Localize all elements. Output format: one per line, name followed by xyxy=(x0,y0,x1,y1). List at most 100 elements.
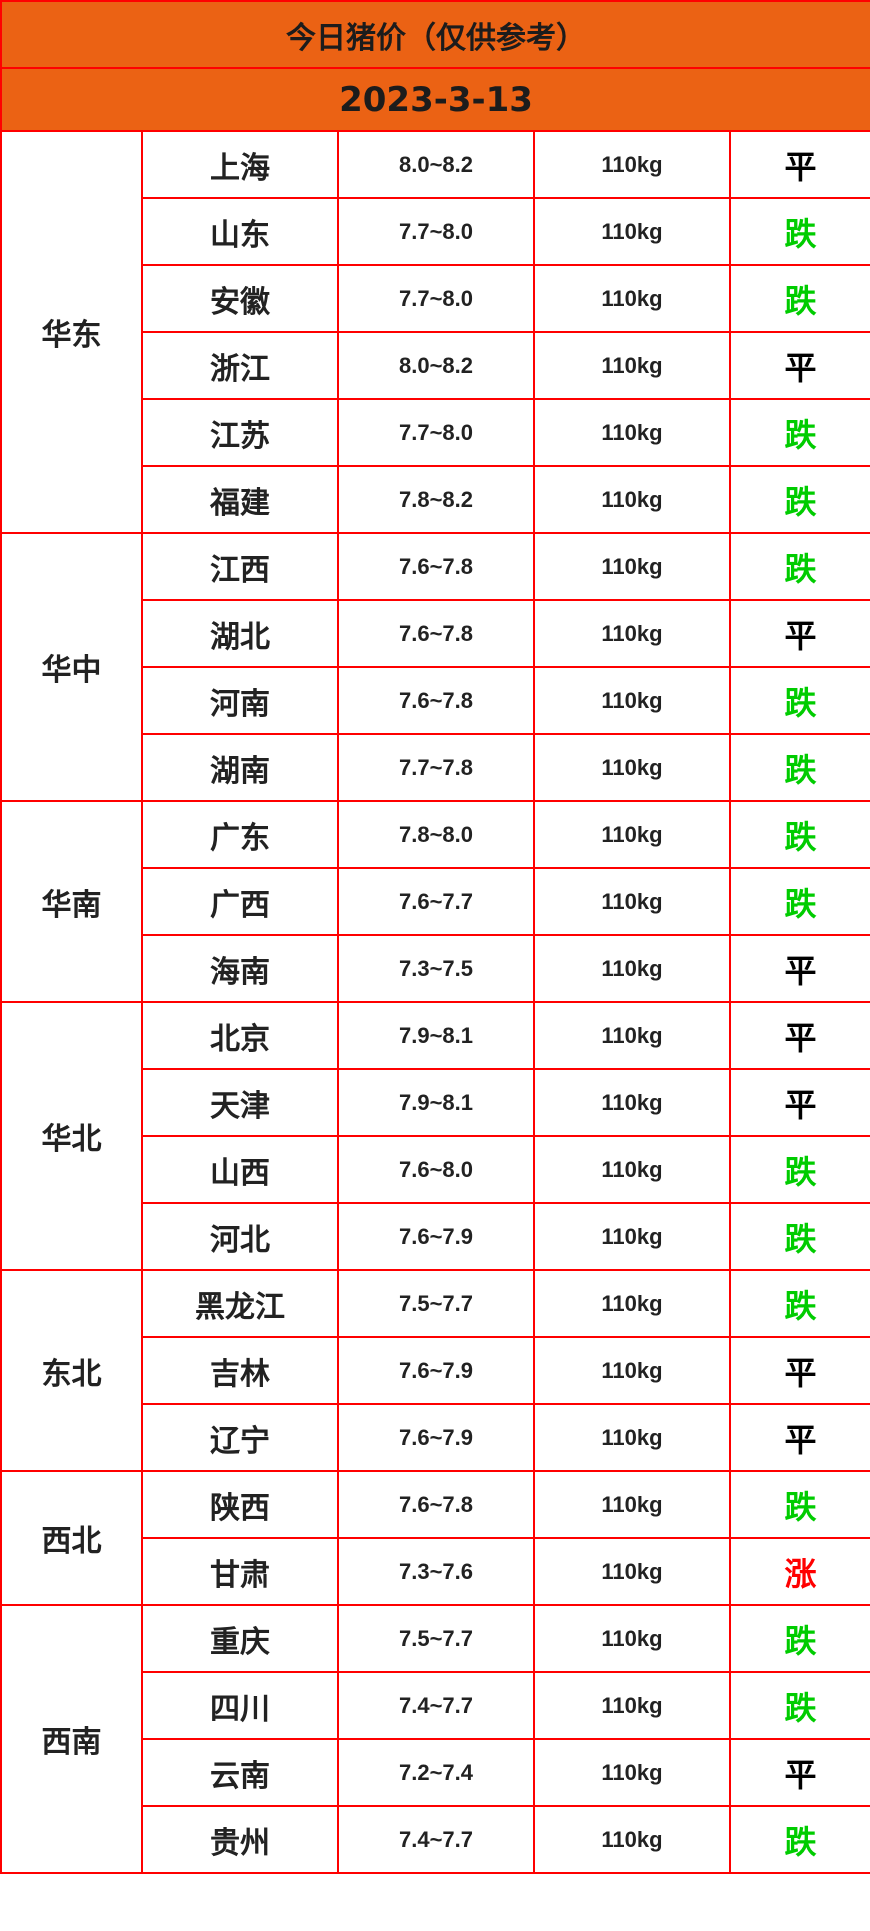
table-row: 湖南 7.7~7.8 110kg 跌 xyxy=(1,733,870,802)
table-row: 江苏 7.7~8.0 110kg 跌 xyxy=(1,398,870,467)
trend-cell: 跌 xyxy=(728,1470,870,1539)
weight-cell: 110kg xyxy=(533,733,731,802)
province-cell: 贵州 xyxy=(141,1805,339,1874)
trend-cell: 平 xyxy=(728,1001,870,1070)
trend-cell: 平 xyxy=(728,934,870,1003)
table-row: 甘肃 7.3~7.6 110kg 涨 xyxy=(1,1537,870,1606)
weight-cell: 110kg xyxy=(533,867,731,936)
province-cell: 陕西 xyxy=(141,1470,339,1539)
price-cell: 7.3~7.6 xyxy=(337,1537,535,1606)
weight-cell: 110kg xyxy=(533,934,731,1003)
table-date: 2023-3-13 xyxy=(0,67,870,132)
trend-cell: 跌 xyxy=(728,264,870,333)
table-row: 吉林 7.6~7.9 110kg 平 xyxy=(1,1336,870,1405)
region-cell: 西南 xyxy=(0,1604,143,1874)
table-row: 四川 7.4~7.7 110kg 跌 xyxy=(1,1671,870,1740)
province-cell: 上海 xyxy=(141,130,339,199)
price-cell: 7.5~7.7 xyxy=(337,1269,535,1338)
province-cell: 湖北 xyxy=(141,599,339,668)
price-cell: 8.0~8.2 xyxy=(337,130,535,199)
weight-cell: 110kg xyxy=(533,1202,731,1271)
price-cell: 7.9~8.1 xyxy=(337,1001,535,1070)
weight-cell: 110kg xyxy=(533,1537,731,1606)
price-cell: 7.3~7.5 xyxy=(337,934,535,1003)
table-row: 山东 7.7~8.0 110kg 跌 xyxy=(1,197,870,266)
province-cell: 海南 xyxy=(141,934,339,1003)
weight-cell: 110kg xyxy=(533,532,731,601)
trend-cell: 平 xyxy=(728,599,870,668)
price-cell: 8.0~8.2 xyxy=(337,331,535,400)
table-row: 辽宁 7.6~7.9 110kg 平 xyxy=(1,1403,870,1472)
region-cell: 西北 xyxy=(0,1470,143,1606)
weight-cell: 110kg xyxy=(533,1805,731,1874)
price-cell: 7.7~7.8 xyxy=(337,733,535,802)
trend-cell: 平 xyxy=(728,1068,870,1137)
price-cell: 7.6~7.9 xyxy=(337,1403,535,1472)
trend-cell: 跌 xyxy=(728,800,870,869)
region-cell: 华东 xyxy=(0,130,143,534)
table-title: 今日猪价（仅供参考） xyxy=(0,0,870,69)
weight-cell: 110kg xyxy=(533,666,731,735)
province-cell: 甘肃 xyxy=(141,1537,339,1606)
trend-cell: 跌 xyxy=(728,1202,870,1271)
weight-cell: 110kg xyxy=(533,1738,731,1807)
weight-cell: 110kg xyxy=(533,800,731,869)
table-row: 贵州 7.4~7.7 110kg 跌 xyxy=(1,1805,870,1874)
price-cell: 7.9~8.1 xyxy=(337,1068,535,1137)
price-cell: 7.7~8.0 xyxy=(337,197,535,266)
price-cell: 7.8~8.0 xyxy=(337,800,535,869)
table-row: 天津 7.9~8.1 110kg 平 xyxy=(1,1068,870,1137)
region-cell: 华北 xyxy=(0,1001,143,1271)
price-cell: 7.6~7.7 xyxy=(337,867,535,936)
weight-cell: 110kg xyxy=(533,1269,731,1338)
weight-cell: 110kg xyxy=(533,398,731,467)
table-row: 河北 7.6~7.9 110kg 跌 xyxy=(1,1202,870,1271)
province-cell: 河北 xyxy=(141,1202,339,1271)
table-row: 华中 江西 7.6~7.8 110kg 跌 xyxy=(0,532,870,802)
trend-cell: 跌 xyxy=(728,733,870,802)
province-cell: 江西 xyxy=(141,532,339,601)
province-cell: 浙江 xyxy=(141,331,339,400)
province-cell: 河南 xyxy=(141,666,339,735)
weight-cell: 110kg xyxy=(533,599,731,668)
province-cell: 重庆 xyxy=(141,1604,339,1673)
trend-cell: 平 xyxy=(728,1336,870,1405)
pig-price-table: 今日猪价（仅供参考） 2023-3-13 华东 上海 8.0~8.2 110kg 平山东… xyxy=(0,0,870,1874)
trend-cell: 跌 xyxy=(728,1671,870,1740)
price-cell: 7.6~8.0 xyxy=(337,1135,535,1204)
weight-cell: 110kg xyxy=(533,197,731,266)
trend-cell: 跌 xyxy=(728,465,870,534)
weight-cell: 110kg xyxy=(533,1336,731,1405)
trend-cell: 跌 xyxy=(728,532,870,601)
province-cell: 山东 xyxy=(141,197,339,266)
table-row: 西北 陕西 7.6~7.8 110kg 跌 xyxy=(0,1470,870,1606)
weight-cell: 110kg xyxy=(533,1403,731,1472)
weight-cell: 110kg xyxy=(533,1068,731,1137)
trend-cell: 跌 xyxy=(728,1269,870,1338)
trend-cell: 平 xyxy=(728,1403,870,1472)
province-cell: 云南 xyxy=(141,1738,339,1807)
trend-cell: 平 xyxy=(728,130,870,199)
weight-cell: 110kg xyxy=(533,1001,731,1070)
table-row: 浙江 8.0~8.2 110kg 平 xyxy=(1,331,870,400)
table-row: 广西 7.6~7.7 110kg 跌 xyxy=(1,867,870,936)
trend-cell: 跌 xyxy=(728,1604,870,1673)
price-cell: 7.6~7.8 xyxy=(337,666,535,735)
region-cell: 华中 xyxy=(0,532,143,802)
table-row: 西南 重庆 7.5~7.7 110kg 跌 xyxy=(0,1604,870,1874)
price-cell: 7.7~8.0 xyxy=(337,264,535,333)
weight-cell: 110kg xyxy=(533,1604,731,1673)
province-cell: 吉林 xyxy=(141,1336,339,1405)
price-cell: 7.2~7.4 xyxy=(337,1738,535,1807)
trend-cell: 跌 xyxy=(728,197,870,266)
province-cell: 天津 xyxy=(141,1068,339,1137)
table-row: 华南 广东 7.8~8.0 110kg 跌 xyxy=(0,800,870,1003)
table-row: 东北 黑龙江 7.5~7.7 110kg 跌 xyxy=(0,1269,870,1472)
table-row: 华北 北京 7.9~8.1 110kg 平 xyxy=(0,1001,870,1271)
price-cell: 7.4~7.7 xyxy=(337,1671,535,1740)
price-cell: 7.5~7.7 xyxy=(337,1604,535,1673)
weight-cell: 110kg xyxy=(533,465,731,534)
province-cell: 广东 xyxy=(141,800,339,869)
price-cell: 7.8~8.2 xyxy=(337,465,535,534)
trend-cell: 平 xyxy=(728,331,870,400)
